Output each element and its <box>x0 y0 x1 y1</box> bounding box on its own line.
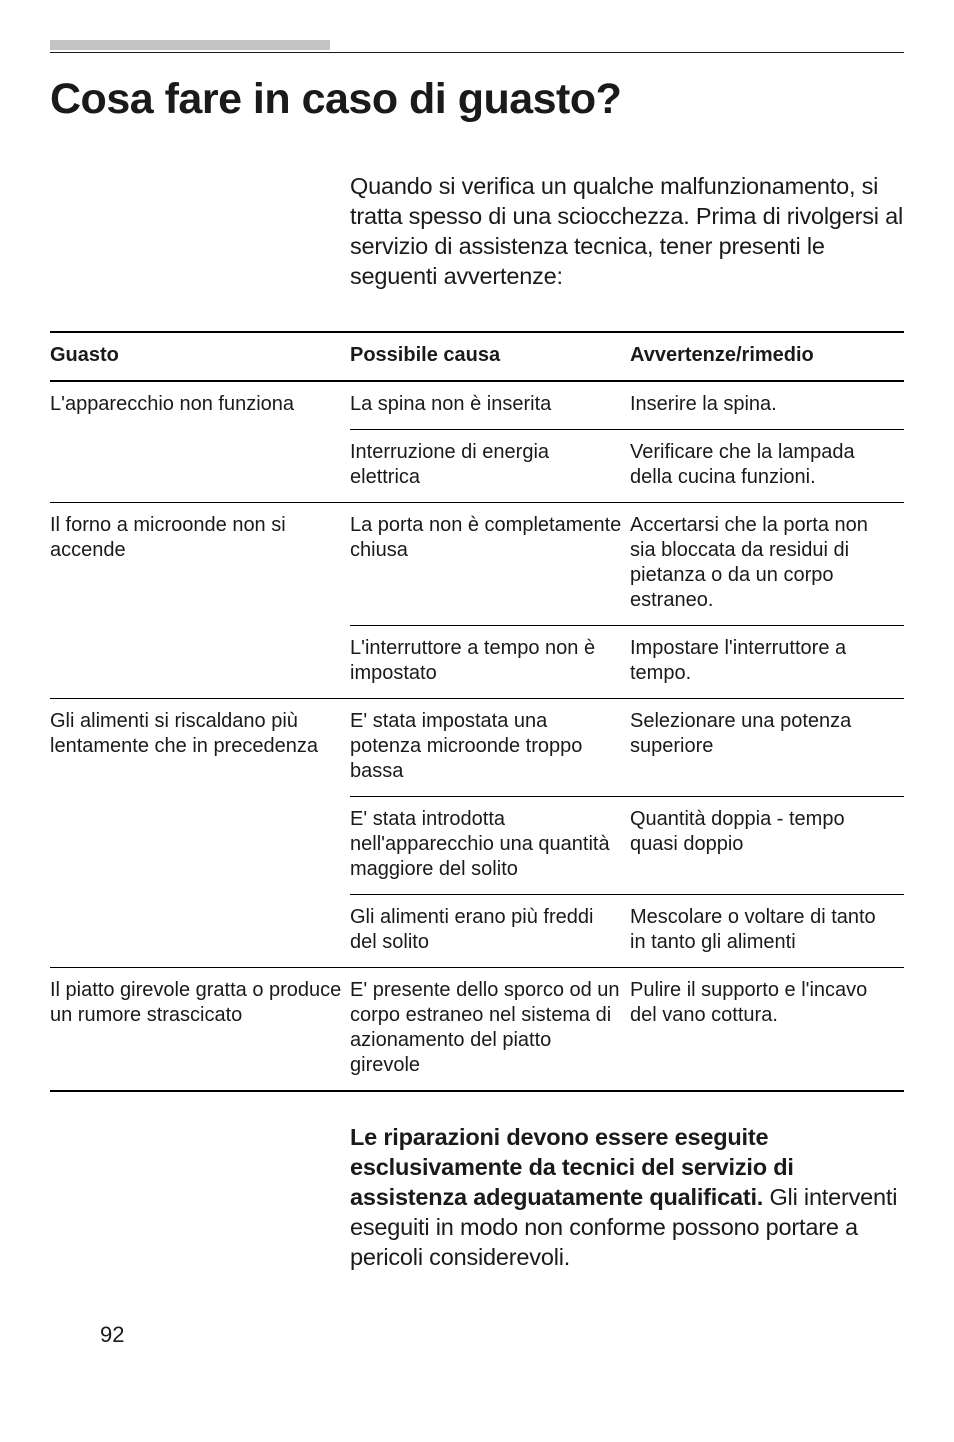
cell-rimedio: Inserire la spina. <box>630 381 904 430</box>
cell-causa: Gli alimenti erano più freddi del solito <box>350 895 630 968</box>
table-row: L'apparecchio non funzionaLa spina non è… <box>50 381 904 430</box>
cell-causa: Interruzione di energia elettrica <box>350 430 630 503</box>
troubleshooting-table: Guasto Possibile causa Avvertenze/rimedi… <box>50 331 904 1092</box>
cell-guasto: Il piatto girevole gratta o produce un r… <box>50 968 350 1092</box>
cell-guasto: L'apparecchio non funziona <box>50 381 350 503</box>
table-row: Il piatto girevole gratta o produce un r… <box>50 968 904 1092</box>
cell-causa: E' stata introdotta nell'apparecchio una… <box>350 797 630 895</box>
cell-causa: E' presente dello sporco od un corpo est… <box>350 968 630 1092</box>
cell-rimedio: Pulire il supporto e l'incavo del vano c… <box>630 968 904 1092</box>
cell-causa: La porta non è completamente chiusa <box>350 503 630 626</box>
cell-rimedio: Impostare l'interruttore a tempo. <box>630 626 904 699</box>
header-separator <box>50 52 904 53</box>
header-accent-rule <box>50 40 330 50</box>
outro-paragraph: Le riparazioni devono essere eseguite es… <box>350 1122 904 1272</box>
cell-causa: E' stata impostata una potenza microonde… <box>350 699 630 797</box>
cell-rimedio: Verificare che la lampada della cucina f… <box>630 430 904 503</box>
intro-paragraph: Quando si verifica un qualche malfunzion… <box>350 171 904 291</box>
cell-causa: La spina non è inserita <box>350 381 630 430</box>
th-rimedio: Avvertenze/rimedio <box>630 332 904 381</box>
cell-rimedio: Selezionare una potenza superiore <box>630 699 904 797</box>
table-header-row: Guasto Possibile causa Avvertenze/rimedi… <box>50 332 904 381</box>
page-title: Cosa fare in caso di guasto? <box>50 73 904 127</box>
cell-rimedio: Quantità doppia - tempo quasi doppio <box>630 797 904 895</box>
page-number: 92 <box>100 1321 124 1349</box>
th-guasto: Guasto <box>50 332 350 381</box>
cell-guasto: Il forno a microonde non si accende <box>50 503 350 699</box>
table-body: L'apparecchio non funzionaLa spina non è… <box>50 381 904 1091</box>
table-row: Il forno a microonde non si accendeLa po… <box>50 503 904 626</box>
cell-rimedio: Accertarsi che la porta non sia bloccata… <box>630 503 904 626</box>
th-causa: Possibile causa <box>350 332 630 381</box>
cell-causa: L'interruttore a tempo non è impostato <box>350 626 630 699</box>
cell-guasto: Gli alimenti si riscaldano più lentament… <box>50 699 350 968</box>
table-row: Gli alimenti si riscaldano più lentament… <box>50 699 904 797</box>
outro-bold: Le riparazioni devono essere eseguite es… <box>350 1124 794 1210</box>
cell-rimedio: Mescolare o voltare di tanto in tanto gl… <box>630 895 904 968</box>
